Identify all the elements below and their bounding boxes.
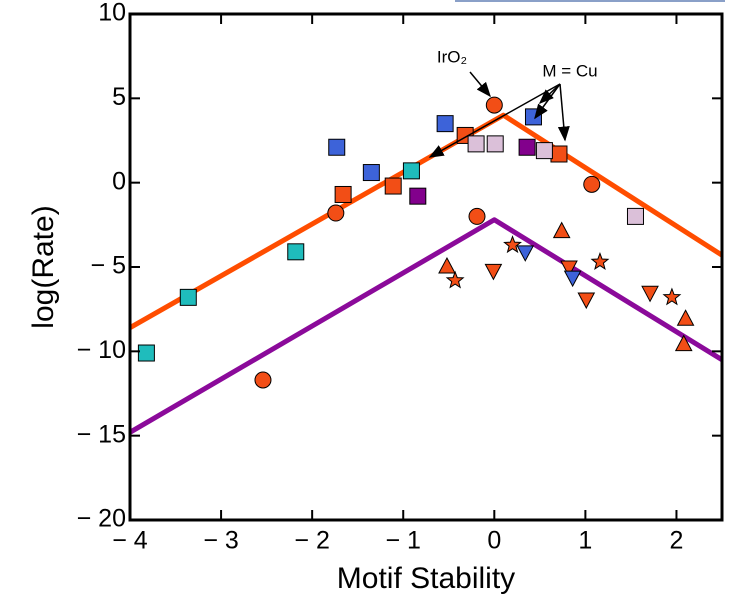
point [518, 138, 536, 156]
point [674, 334, 693, 352]
point [626, 207, 644, 225]
point [516, 245, 535, 262]
x-axis-label: Motif Stability [337, 562, 515, 595]
fit-line [128, 217, 724, 435]
point [563, 270, 582, 288]
y-tick-label: 10 [98, 0, 126, 27]
point [577, 292, 596, 310]
arrow [469, 71, 491, 98]
y-tick-label: 0 [112, 167, 126, 195]
point [137, 344, 155, 362]
y-tick-label: − 5 [91, 252, 126, 280]
point [467, 135, 485, 153]
point [328, 138, 346, 156]
x-tick-label: 0 [487, 527, 501, 555]
point [362, 164, 380, 182]
point [535, 142, 553, 160]
point [436, 115, 454, 133]
point [327, 204, 345, 222]
y-tick-label: − 15 [77, 420, 126, 448]
point [641, 285, 659, 303]
point [503, 235, 522, 254]
point [287, 243, 305, 261]
point [560, 260, 578, 278]
y-tick-label: 5 [112, 83, 126, 111]
point [254, 371, 272, 389]
point [583, 175, 601, 193]
point [409, 187, 427, 205]
plot-area [128, 96, 724, 435]
point [662, 287, 682, 306]
point [484, 263, 503, 281]
point [590, 252, 610, 270]
point [384, 177, 402, 195]
annotation: M = Cu [542, 61, 597, 80]
point [445, 270, 465, 289]
x-tick-label: − 2 [294, 527, 329, 555]
point [179, 288, 197, 306]
y-axis-label: log(Rate) [27, 205, 60, 328]
point [438, 256, 456, 274]
y-tick-label: − 20 [77, 505, 126, 533]
point [334, 185, 352, 203]
annotation: IrO₂ [437, 47, 467, 66]
point [402, 162, 420, 180]
point [468, 207, 486, 225]
y-tick-label: − 10 [77, 336, 126, 364]
point [486, 135, 504, 153]
point [550, 145, 568, 163]
point [676, 309, 695, 326]
point [552, 221, 571, 239]
arrows [428, 83, 570, 158]
x-tick-label: 1 [578, 527, 592, 555]
x-tick-label: − 3 [203, 527, 238, 555]
point [485, 96, 503, 114]
x-tick-label: 2 [670, 527, 684, 555]
frame [128, 12, 724, 522]
x-tick-label: − 4 [112, 527, 148, 555]
x-tick-label: − 1 [386, 527, 421, 555]
